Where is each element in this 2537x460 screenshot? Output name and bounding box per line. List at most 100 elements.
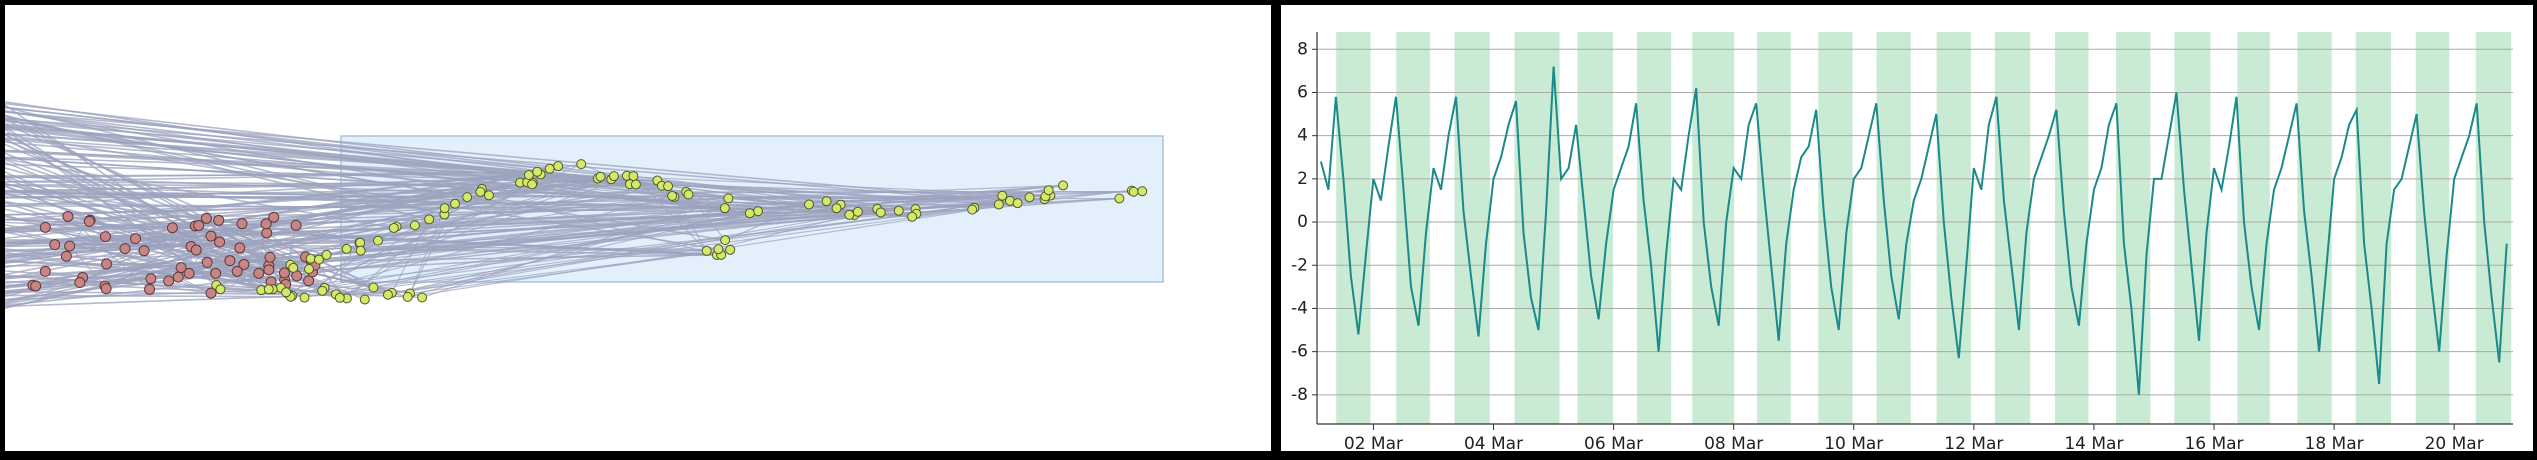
y-tick-label: -4 [1291, 298, 1308, 318]
graph-node [1058, 180, 1069, 191]
graph-edge [339, 165, 559, 299]
graph-edge [216, 207, 837, 286]
graph-node [713, 244, 724, 255]
y-tick-label: -2 [1291, 255, 1308, 275]
shaded-band [2297, 32, 2332, 424]
series-line [1319, 66, 2508, 395]
graph-edge [360, 184, 1064, 244]
graph-node [1114, 193, 1125, 204]
graph-edge [5, 118, 726, 241]
graph-node [74, 277, 86, 289]
x-tick-label: 12 Mar [1944, 434, 2003, 454]
graph-node [720, 235, 731, 246]
graph-node [99, 231, 111, 243]
graph-node [630, 179, 641, 190]
graph-node [409, 220, 420, 231]
graph-edge [180, 219, 220, 268]
graph-node [205, 287, 217, 299]
graph-edges [5, 101, 1143, 309]
graph-node [744, 208, 755, 219]
x-tick-label: 10 Mar [1824, 434, 1883, 454]
graph-node [30, 280, 42, 292]
graph-node [200, 212, 212, 224]
graph-node [205, 230, 217, 242]
graph-node [844, 209, 855, 220]
graph-edge [5, 104, 270, 290]
graph-edge [5, 190, 456, 205]
graph-edge [104, 223, 267, 287]
graph-node [382, 289, 393, 300]
x-tick-label: 18 Mar [2305, 434, 2364, 454]
y-tick-label: 6 [1297, 82, 1308, 102]
x-tick-label: 08 Mar [1704, 434, 1763, 454]
graph-node [439, 203, 450, 214]
graph-node [261, 227, 273, 239]
graph-node [119, 243, 131, 255]
graph-node [752, 206, 763, 217]
graph-edge [335, 209, 973, 295]
graph-node [210, 267, 222, 279]
graph-edge [67, 215, 126, 250]
graph-node [290, 219, 302, 231]
graph-edge [188, 220, 220, 274]
graph-edge [5, 132, 601, 178]
graph-node [334, 292, 345, 303]
graph-edge [728, 197, 1018, 204]
shaded-band [1454, 32, 1490, 424]
graph-node [313, 254, 324, 265]
graph-node [341, 243, 352, 254]
graph-node [893, 205, 904, 216]
graph-node [214, 236, 226, 248]
graph-edge [444, 196, 1030, 209]
graph-node [260, 218, 272, 230]
graph-edge [5, 177, 598, 304]
graph-node [278, 267, 290, 279]
graph-node [402, 291, 413, 302]
graph-edge [580, 163, 631, 185]
graph-node [213, 214, 225, 226]
graph-node [475, 186, 486, 197]
graph-node [803, 199, 814, 210]
graph-edge [181, 267, 269, 271]
graph-edge [396, 196, 675, 228]
graph-node [719, 203, 730, 214]
graph-edge [288, 200, 1011, 295]
shaded-band [2355, 32, 2392, 424]
graph-edge [45, 226, 212, 294]
graph-node [281, 287, 292, 298]
graph-node [663, 181, 674, 192]
x-tick-label: 16 Mar [2184, 434, 2243, 454]
graph-edge [69, 245, 285, 281]
graph-edge [67, 216, 150, 290]
graph-edge [724, 203, 810, 241]
x-tick-label: 04 Mar [1464, 434, 1523, 454]
graph-edge [218, 216, 274, 221]
shaded-band [1637, 32, 1672, 424]
graph-edge [89, 220, 231, 262]
graph-edge [5, 183, 533, 221]
graph-edge [292, 195, 673, 297]
graph-node [231, 265, 243, 277]
shaded-band [2475, 32, 2512, 424]
graph-node [39, 265, 51, 277]
graph-node [193, 219, 205, 231]
shaded-band [1757, 32, 1791, 424]
shaded-band [1994, 32, 2031, 424]
graph-node [201, 256, 213, 268]
shaded-band [1936, 32, 1971, 424]
time-series-chart: -8 -6 -4 -2 0 2 4 6 8 02 Mar 04 Mar 06 Mar 08 Mar 10 … [1291, 32, 2513, 454]
graph-edge [241, 223, 285, 274]
graph-edge [414, 200, 827, 226]
graph-edge [5, 251, 281, 289]
graph-node [424, 214, 435, 225]
graph-node [64, 240, 76, 252]
graph-node [264, 251, 276, 263]
shaded-band [2116, 32, 2151, 424]
graph-node [701, 245, 712, 256]
graph-node [997, 190, 1008, 201]
y-tick-label: -8 [1291, 385, 1308, 405]
graph-edge [206, 217, 306, 258]
graph-node [355, 245, 366, 256]
graph-edge [206, 224, 297, 263]
